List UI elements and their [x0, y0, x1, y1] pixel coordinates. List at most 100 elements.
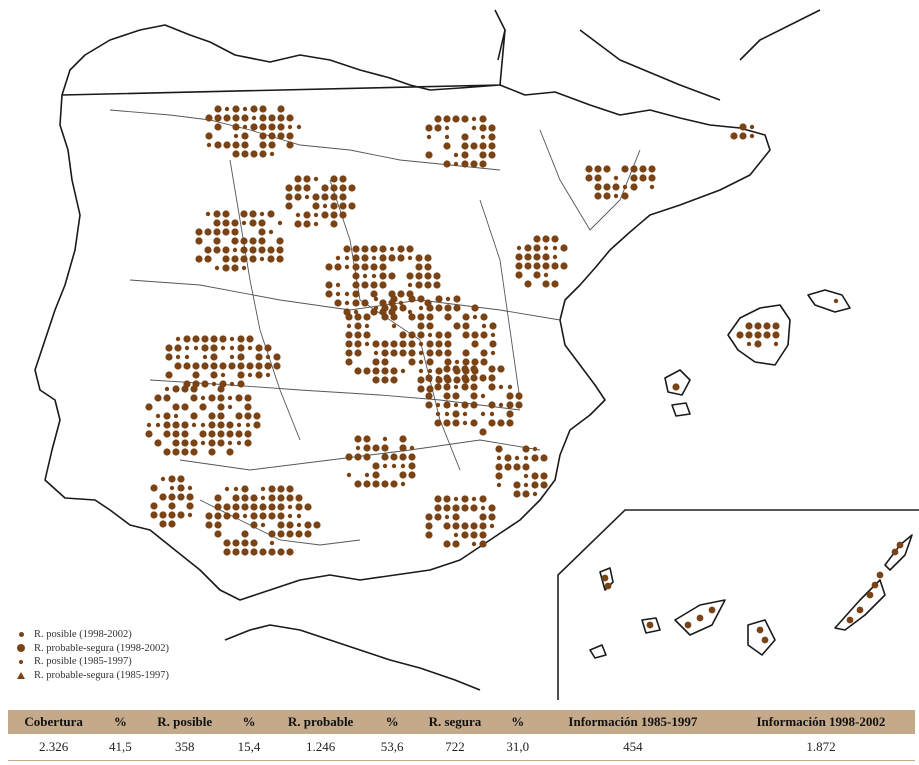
- observation-dot: [425, 522, 433, 530]
- observation-dot: [268, 132, 276, 140]
- observation-dot: [498, 402, 504, 408]
- distribution-map: [34, 9, 919, 700]
- observation-dot: [424, 254, 432, 262]
- observation-dots: [145, 105, 904, 644]
- observation-dot: [321, 193, 329, 201]
- observation-dot: [498, 384, 504, 390]
- observation-dot: [639, 165, 647, 173]
- observation-dot: [444, 134, 450, 140]
- observation-dot: [594, 183, 602, 191]
- observation-dot: [259, 503, 267, 511]
- observation-dot: [344, 264, 350, 270]
- observation-dot: [229, 354, 235, 360]
- observation-dot: [259, 123, 267, 131]
- observation-dot: [630, 174, 638, 182]
- observation-dot: [470, 504, 478, 512]
- observation-dot: [232, 150, 240, 158]
- observation-dot: [268, 494, 276, 502]
- observation-dot: [237, 335, 245, 343]
- observation-dot: [233, 133, 239, 139]
- observation-dot: [480, 313, 488, 321]
- observation-dot: [223, 548, 231, 556]
- menorca-outline: [807, 289, 851, 313]
- observation-dot: [371, 255, 377, 261]
- observation-dot: [208, 421, 216, 429]
- observation-dot: [523, 482, 529, 488]
- observation-dot: [345, 358, 353, 366]
- observation-dot: [325, 281, 333, 289]
- observation-dot: [524, 244, 532, 252]
- observation-dot: [202, 354, 208, 360]
- observation-dot: [470, 419, 478, 427]
- observation-dot: [163, 430, 171, 438]
- observation-dot: [253, 421, 261, 429]
- observation-dot: [232, 548, 240, 556]
- observation-dot: [407, 309, 413, 315]
- observation-dot: [313, 221, 319, 227]
- observation-dot: [354, 349, 362, 357]
- observation-dot: [480, 505, 486, 511]
- observation-dot: [200, 422, 206, 428]
- observation-dot: [381, 480, 389, 488]
- observation-dot: [407, 255, 413, 261]
- observation-dot: [287, 504, 293, 510]
- observation-dot: [749, 133, 755, 139]
- lanzarote-outline: [884, 534, 913, 571]
- observation-dot: [444, 304, 452, 312]
- observation-dot: [382, 463, 388, 469]
- observation-dot: [515, 271, 523, 279]
- observation-dot: [540, 472, 548, 480]
- observation-dot: [354, 313, 362, 321]
- observation-dot: [362, 273, 368, 279]
- observation-dot: [205, 512, 213, 520]
- observation-dot: [296, 513, 302, 519]
- observation-dot: [480, 349, 488, 357]
- observation-dot: [346, 472, 352, 478]
- observation-dot: [259, 114, 267, 122]
- observation-dot: [251, 115, 257, 121]
- observation-dot: [208, 430, 216, 438]
- observation-dot: [159, 493, 167, 501]
- observation-dot: [400, 463, 406, 469]
- observation-dot: [515, 253, 523, 261]
- observation-dot: [255, 362, 263, 370]
- observation-dot: [612, 183, 620, 191]
- observation-dot: [471, 496, 477, 502]
- observation-dot: [277, 521, 285, 529]
- observation-dot: [739, 123, 747, 131]
- observation-dot: [444, 358, 452, 366]
- observation-dot: [213, 246, 221, 254]
- observation-dot: [273, 362, 281, 370]
- observation-dot: [154, 394, 162, 402]
- france-coastline: [497, 9, 821, 101]
- observation-dot: [325, 263, 333, 271]
- observation-dot: [390, 295, 398, 303]
- observation-dot: [488, 133, 496, 141]
- observation-dot: [286, 485, 294, 493]
- observation-dot: [363, 367, 371, 375]
- observation-dot: [241, 141, 249, 149]
- observation-dot: [303, 175, 311, 183]
- observation-dot: [418, 341, 424, 347]
- observation-dot: [444, 349, 452, 357]
- observation-dot: [201, 335, 209, 343]
- observation-dot: [217, 385, 225, 393]
- observation-dot: [265, 372, 271, 378]
- observation-dot: [172, 448, 180, 456]
- observation-dot: [408, 462, 416, 470]
- small-old-dot-icon: [19, 659, 23, 664]
- observation-dot: [303, 184, 311, 192]
- observation-dot: [277, 132, 285, 140]
- observation-dot: [219, 335, 227, 343]
- observation-dot: [754, 322, 762, 330]
- observation-dot: [294, 175, 302, 183]
- observation-dot: [426, 322, 434, 330]
- observation-dot: [504, 463, 512, 471]
- observation-dot: [603, 183, 611, 191]
- observation-dot: [379, 254, 387, 262]
- observation-dot: [165, 344, 173, 352]
- observation-dot: [352, 245, 360, 253]
- observation-dot: [217, 394, 225, 402]
- observation-dot: [462, 420, 468, 426]
- observation-dot: [481, 323, 487, 329]
